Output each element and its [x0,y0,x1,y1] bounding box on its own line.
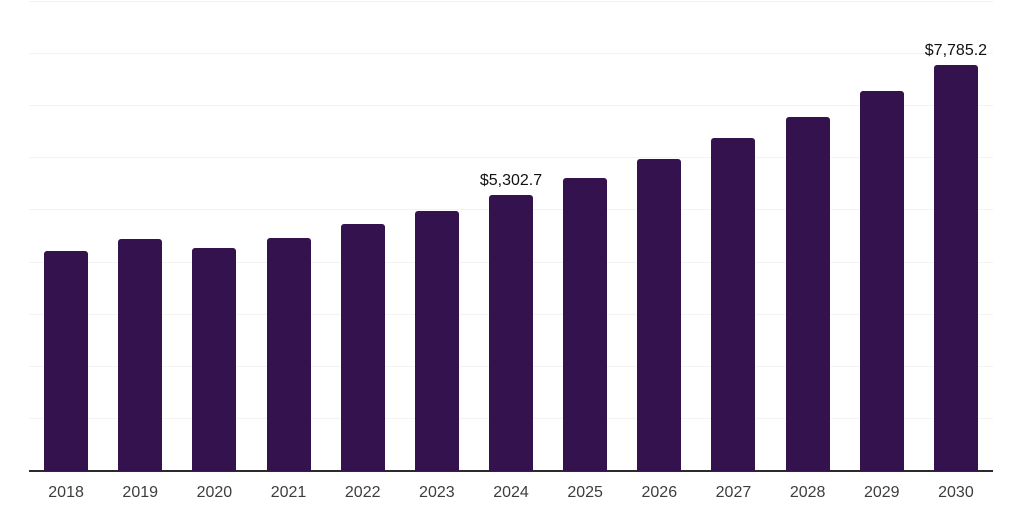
bar-2023 [414,210,459,471]
x-tick-label-2018: 2018 [48,484,84,501]
plot-area: $5,302.7 $7,785.2 [29,1,993,472]
bar-2029 [859,91,904,471]
x-tick-label-2020: 2020 [196,484,233,501]
x-tick-label-2028: 2028 [789,484,826,501]
bar-2019 [118,238,163,471]
bar-2026 [637,158,682,471]
x-tick-label-2022: 2022 [344,484,381,501]
x-axis-labels: 2018 2019 2020 2021 2022 2023 2024 2025 2026 2027… [29,479,993,507]
bar-2020 [192,248,237,471]
x-tick-label-2019: 2019 [122,484,159,501]
x-axis-line [29,470,993,472]
x-tick-label-2030: 2030 [938,484,974,501]
gridline [29,105,993,107]
gridline [29,53,993,55]
bar-value-label-2024: $5,302.7 [479,171,543,189]
gridline [29,157,993,159]
gridline [29,1,993,2]
x-tick-label-2021: 2021 [270,484,307,501]
bar-2030 [933,65,978,471]
x-tick-label-2027: 2027 [715,484,752,501]
bar-2028 [785,116,830,471]
bar-2025 [563,177,608,471]
bar-2018 [44,251,89,471]
x-tick-label-2024: 2024 [493,484,529,501]
x-tick-label-2025: 2025 [567,484,603,501]
x-tick-label-2029: 2029 [863,484,900,501]
bar-2021 [266,238,311,471]
bar-value-label-2030: $7,785.2 [924,42,988,60]
bar-2024 [489,194,533,471]
bar-2022 [340,224,385,471]
x-tick-label-2023: 2023 [419,484,455,501]
x-tick-label-2026: 2026 [641,484,678,501]
bar-2027 [711,138,756,471]
